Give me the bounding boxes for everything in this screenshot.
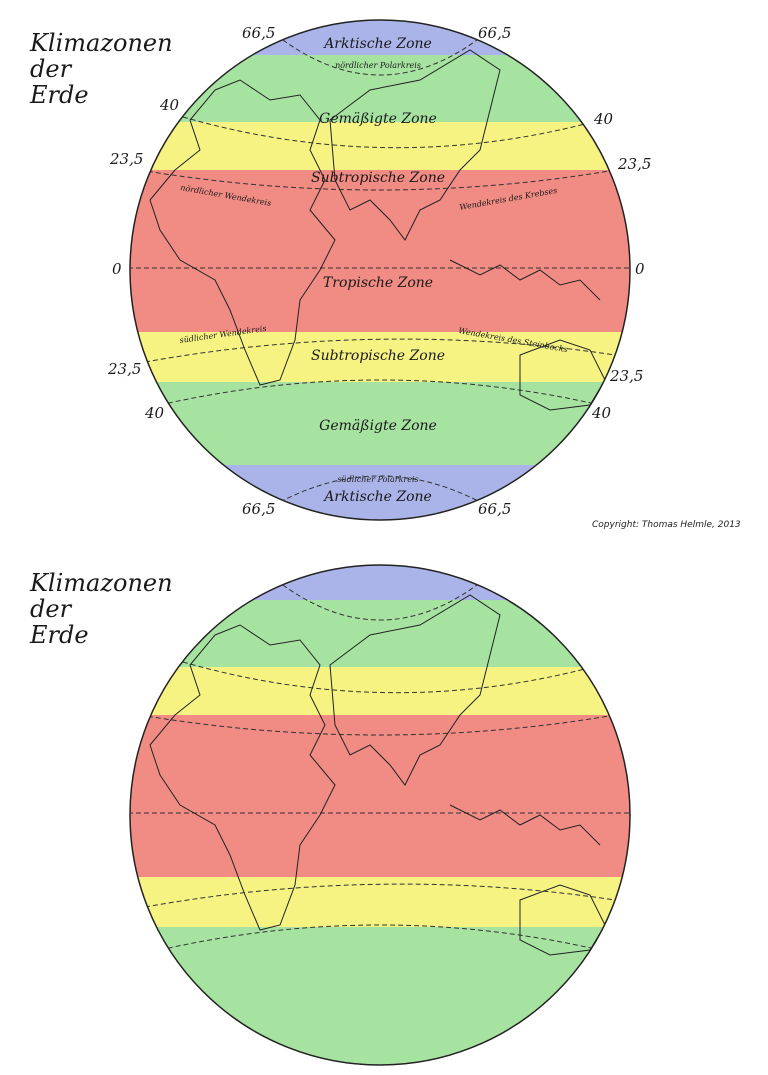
continent-asia-outline — [329, 49, 501, 241]
lat-label: 40 — [592, 404, 612, 422]
lat-label: 66,5 — [478, 24, 512, 42]
tropic-south-line — [144, 338, 616, 363]
title-line: Klimazonen — [30, 569, 173, 597]
lat-label: 66,5 — [478, 500, 512, 518]
zone-label-arctic-north: Arktische Zone — [322, 36, 432, 52]
zone-label-temperate-north: Gemäßigte Zone — [319, 111, 437, 127]
globe-unlabeled — [129, 564, 631, 1066]
continent-asia-outline — [329, 594, 501, 786]
continent-europe-africa-outline — [149, 79, 336, 386]
lat-label: 40 — [145, 404, 165, 422]
lat-label: 66,5 — [242, 24, 276, 42]
globe-outline — [129, 19, 631, 521]
tropic-north-line — [139, 714, 616, 736]
title-line: der — [30, 595, 72, 623]
title-line: Klimazonen — [30, 29, 173, 57]
lat-label: 0 — [635, 260, 645, 278]
lat-label: 23,5 — [108, 360, 142, 378]
lat-label: 40 — [160, 96, 180, 114]
zone-label-arctic-south: Arktische Zone — [322, 489, 432, 505]
title-bottom: Klimazonen der Erde — [30, 570, 173, 648]
polar-circle-north-line — [269, 29, 491, 76]
boundary-40-north — [159, 654, 601, 694]
copyright: Copyright: Thomas Helmle, 2013 — [592, 520, 741, 530]
lat-label: 23,5 — [618, 155, 652, 173]
continent-europe-africa-outline — [149, 624, 336, 931]
tropic-south-line — [144, 883, 616, 908]
line-label-polar-south: südlicher Polarkreis — [337, 475, 418, 484]
title-line: Erde — [30, 81, 89, 109]
title-line: der — [30, 55, 72, 83]
lat-label: 66,5 — [242, 500, 276, 518]
zone-label-subtropical-north: Subtropische Zone — [311, 170, 445, 186]
zone-label-tropical: Tropische Zone — [323, 275, 433, 291]
line-label-polar-north: nördlicher Polarkreis — [335, 61, 421, 70]
zone-label-subtropical-south: Subtropische Zone — [311, 348, 445, 364]
polar-circle-south-line — [279, 475, 481, 503]
boundary-40-north — [159, 109, 601, 149]
lat-label: 40 — [594, 110, 614, 128]
lat-label: 23,5 — [610, 367, 644, 385]
islands-indonesia-outline — [449, 259, 601, 301]
title-line: Erde — [30, 621, 89, 649]
islands-indonesia-outline — [449, 804, 601, 846]
lat-label: 23,5 — [110, 150, 144, 168]
polar-circle-north-line — [269, 574, 491, 621]
zone-band-temperate-south — [130, 927, 630, 1065]
globe-labeled: Arktische Zone nördlicher Polarkreis Gem… — [129, 19, 631, 521]
title-top: Klimazonen der Erde — [30, 30, 173, 108]
tropic-north-line — [139, 169, 616, 191]
lat-label: 0 — [112, 260, 122, 278]
zone-label-temperate-south: Gemäßigte Zone — [319, 418, 437, 434]
